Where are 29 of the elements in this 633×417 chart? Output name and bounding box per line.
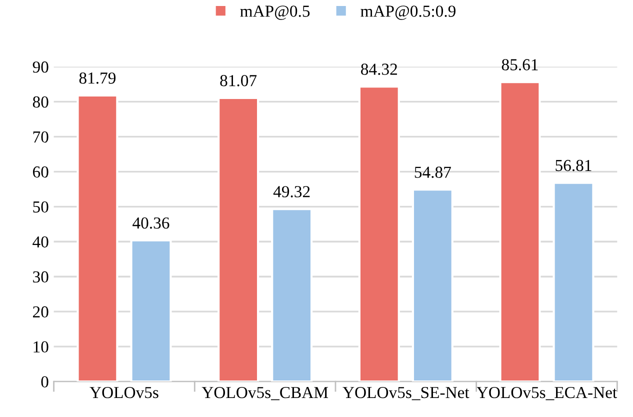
x-tick-label: YOLOv5s_SE-Net [342, 386, 470, 400]
data-label: 54.87 [414, 166, 451, 178]
x-tick-label: YOLOv5s [90, 386, 158, 398]
y-tick-label: 20 [33, 306, 48, 318]
bar [412, 188, 454, 382]
x-tick-label: YOLOv5s_CBAM [202, 386, 328, 400]
legend-label: mAP@0.5:0.9 [360, 6, 456, 20]
data-label: 40.36 [132, 217, 170, 229]
data-label: 84.32 [361, 64, 397, 75]
bar [499, 81, 541, 382]
y-tick-label: 10 [34, 341, 48, 353]
data-label: 81.79 [79, 72, 116, 84]
y-tick-label: 40 [32, 236, 48, 248]
y-tick-label: 70 [33, 131, 48, 143]
data-label: 81.07 [220, 74, 257, 86]
data-label: 49.32 [273, 186, 310, 198]
x-tick-label: YOLOv5s_ECA-Net [476, 386, 618, 400]
bar [130, 239, 172, 382]
y-tick-label: 90 [32, 61, 48, 73]
y-tick-label: 50 [33, 201, 48, 213]
data-label: 56.81 [556, 160, 592, 172]
legend-label: mAP@0.5 [240, 6, 310, 20]
data-label: 85.61 [502, 59, 538, 70]
y-tick-label: 0 [41, 376, 48, 388]
y-tick-label: 60 [32, 166, 48, 178]
bar [358, 86, 400, 382]
y-tick-label: 80 [32, 96, 48, 108]
y-tick-label: 30 [33, 271, 48, 283]
bar [552, 182, 594, 382]
